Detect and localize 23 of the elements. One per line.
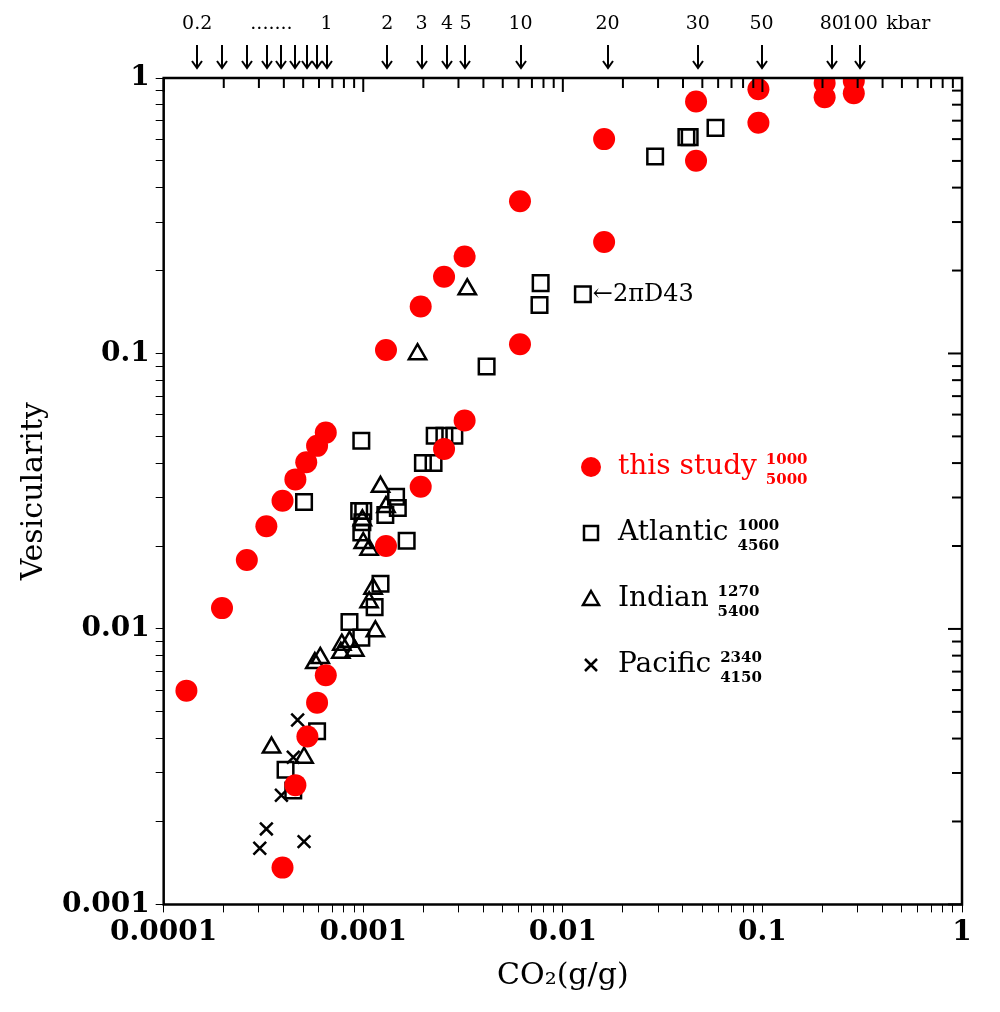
y-tick-label: 0.01 — [81, 610, 150, 644]
x-tick-label: 1 — [952, 914, 972, 948]
y-tick-label: 1 — [130, 59, 150, 93]
x-tick-label: 0.1 — [738, 914, 787, 948]
x-tick-label: 0.001 — [319, 914, 408, 948]
text: 4 — [441, 10, 454, 34]
text: ....... — [250, 10, 293, 34]
x-axis-title: CO₂(g/g) — [497, 955, 629, 991]
text: 0.2 — [182, 10, 213, 34]
y-axis-title: Vesicularity — [13, 402, 49, 582]
text: 5 — [459, 10, 472, 34]
text: 1 — [320, 10, 333, 34]
y-tick-label: 0.1 — [100, 334, 150, 368]
text: 30 — [685, 10, 710, 34]
annotation: ←2πD43 — [592, 278, 694, 307]
text: 20 — [595, 10, 620, 34]
text: kbar — [886, 10, 931, 34]
text: 3 — [415, 10, 428, 34]
text: 2 — [381, 10, 394, 34]
text: 80 — [819, 10, 844, 34]
text: 50 — [749, 10, 774, 34]
x-tick-label: 0.01 — [528, 914, 597, 948]
text: 10 — [508, 10, 533, 34]
